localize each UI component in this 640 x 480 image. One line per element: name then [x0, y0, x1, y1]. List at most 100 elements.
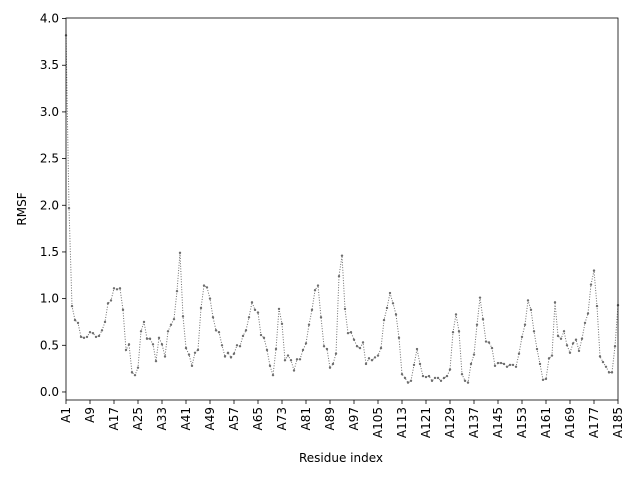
x-tick-label: A73 [275, 407, 289, 430]
data-point [391, 302, 395, 305]
data-point [541, 378, 545, 382]
data-point [589, 283, 593, 286]
data-point [172, 317, 176, 321]
data-point [142, 320, 146, 324]
data-point [361, 341, 365, 344]
data-point [382, 318, 386, 322]
data-point [169, 323, 173, 326]
data-point [457, 330, 461, 333]
data-point [178, 251, 182, 255]
data-point [199, 306, 203, 310]
data-point [322, 345, 326, 348]
data-point [184, 346, 188, 350]
data-point [106, 302, 110, 305]
data-point [301, 348, 305, 352]
y-tick-label: 1.0 [40, 292, 59, 306]
data-point [343, 307, 347, 311]
x-tick-label: A65 [251, 407, 265, 430]
x-tick-label: A9 [83, 407, 97, 423]
data-point [259, 333, 263, 337]
y-tick-label: 3.0 [40, 105, 59, 119]
data-point [367, 357, 371, 360]
y-tick-label: 3.5 [40, 58, 59, 72]
data-point [478, 296, 482, 299]
x-tick-label: A89 [323, 407, 337, 430]
data-point [436, 376, 440, 380]
data-point [454, 313, 458, 316]
data-point [163, 355, 167, 358]
data-point [166, 330, 170, 333]
data-point [103, 320, 107, 324]
data-point [244, 329, 248, 332]
data-point [448, 368, 452, 371]
data-point [583, 321, 587, 325]
data-point [205, 286, 209, 289]
x-tick-label: A25 [131, 407, 145, 430]
x-tick-label: A145 [491, 407, 505, 438]
data-point [232, 352, 236, 355]
data-point [100, 329, 104, 332]
data-point [82, 336, 86, 340]
data-point [439, 379, 443, 382]
data-point [226, 351, 230, 354]
data-point [463, 379, 467, 382]
data-point [118, 287, 122, 290]
data-point [313, 289, 317, 292]
data-point [562, 330, 566, 333]
data-point [85, 335, 89, 339]
data-point [613, 345, 617, 348]
data-point [148, 337, 152, 340]
data-point [121, 308, 125, 312]
data-point [292, 369, 296, 372]
data-point [556, 334, 560, 338]
data-point [571, 342, 575, 345]
data-point [397, 336, 401, 340]
data-point [295, 358, 299, 361]
data-point [409, 379, 413, 382]
data-point [481, 317, 485, 321]
data-point [427, 374, 431, 378]
data-point [319, 316, 323, 319]
data-point [532, 330, 536, 333]
x-tick-label: A97 [347, 407, 361, 430]
data-point [610, 371, 614, 374]
data-point [544, 377, 548, 381]
data-point [529, 308, 533, 312]
data-point [574, 338, 578, 341]
data-point [526, 299, 530, 302]
data-point [97, 334, 101, 338]
x-tick-label: A153 [515, 407, 529, 438]
x-tick-label: A113 [395, 407, 409, 438]
data-point [514, 365, 518, 368]
data-point [136, 366, 140, 369]
data-point [385, 306, 389, 310]
data-point [430, 379, 434, 382]
data-point [217, 331, 221, 334]
data-point [247, 316, 251, 319]
data-point [79, 335, 83, 339]
x-tick-label: A121 [419, 407, 433, 438]
x-tick-label: A105 [371, 407, 385, 438]
data-point [472, 353, 476, 356]
plot-frame [65, 17, 619, 401]
data-point [349, 331, 353, 334]
data-point [271, 373, 275, 377]
data-point [469, 362, 473, 366]
data-point [133, 373, 137, 377]
data-point [493, 364, 497, 368]
data-point [517, 352, 521, 355]
x-tick-label: A49 [203, 407, 217, 430]
x-tick-label: A33 [155, 407, 169, 430]
data-point [277, 307, 281, 311]
data-point [346, 331, 350, 335]
data-point [187, 353, 191, 356]
data-point [208, 297, 212, 300]
data-point [490, 346, 494, 350]
data-point [304, 342, 308, 345]
data-point [577, 349, 581, 353]
data-point [130, 371, 134, 374]
data-point [508, 363, 512, 367]
data-point [70, 304, 74, 308]
data-point [67, 206, 71, 210]
data-point [274, 347, 278, 351]
